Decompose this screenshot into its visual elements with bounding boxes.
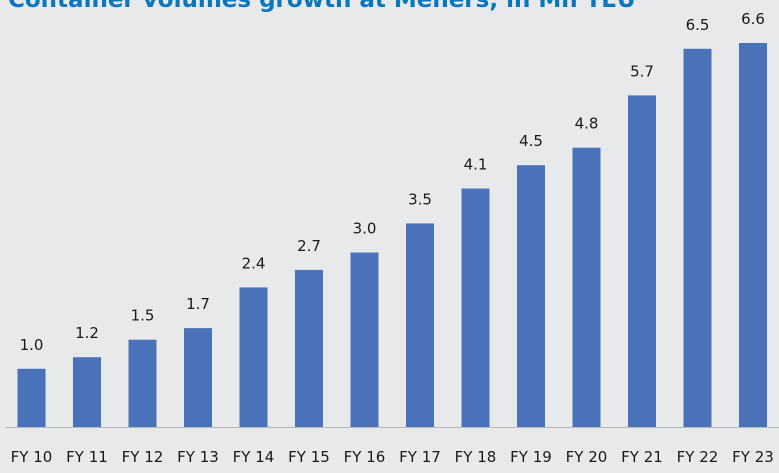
category-label: FY 21 (621, 448, 663, 466)
bar-fy-12 (128, 339, 157, 427)
value-label: 6.5 (686, 16, 710, 34)
category-label: FY 13 (177, 448, 219, 466)
value-label: 2.4 (242, 254, 266, 272)
bar-fy-19 (517, 165, 545, 427)
value-label: 1.2 (75, 324, 99, 342)
value-label: 5.7 (630, 62, 654, 80)
value-label: 4.5 (519, 132, 543, 150)
bar-fy-23 (739, 43, 767, 427)
value-label: 1.5 (131, 307, 155, 325)
category-label: FY 11 (66, 448, 108, 466)
category-label: FY 18 (455, 448, 497, 466)
bar-fy-22 (683, 48, 712, 428)
bars-group (17, 43, 767, 428)
category-label: FY 10 (11, 448, 53, 466)
value-label: 3.5 (408, 190, 432, 208)
bar-fy-13 (184, 328, 212, 427)
value-label: 6.6 (741, 10, 765, 28)
bar-fy-15 (295, 269, 323, 427)
category-label: FY 20 (566, 448, 608, 466)
bar-fy-10 (17, 368, 46, 427)
category-label: FY 19 (510, 448, 552, 466)
category-label: FY 12 (122, 448, 164, 466)
bar-fy-14 (239, 287, 268, 427)
category-label: FY 15 (288, 448, 330, 466)
value-label: 2.7 (297, 237, 321, 255)
chart-title: Container volumes growth at Mehers, in M… (8, 0, 636, 13)
bar-fy-11 (73, 357, 101, 427)
value-label: 4.8 (575, 115, 599, 133)
bar-fy-16 (350, 252, 379, 427)
category-label: FY 16 (344, 448, 386, 466)
bar-fy-20 (572, 147, 601, 427)
value-label: 1.0 (20, 336, 44, 354)
category-label: FY 23 (732, 448, 774, 466)
value-labels-group: 1.0 1.2 1.5 1.7 2.4 2.7 3.0 3.5 4.1 4.5 4.8 5.7 6.5 6… (20, 10, 765, 354)
bar-fy-17 (406, 223, 434, 427)
value-label: 4.1 (464, 156, 488, 174)
category-label: FY 17 (399, 448, 441, 466)
category-label: FY 22 (677, 448, 719, 466)
category-labels-group: FY 10 FY 11 FY 12 FY 13 FY 14 FY 15 FY 16 FY 17… (11, 448, 774, 466)
value-label: 3.0 (353, 220, 377, 238)
bar-fy-21 (628, 95, 656, 428)
category-label: FY 14 (233, 448, 275, 466)
value-label: 1.7 (186, 295, 210, 313)
bar-fy-18 (461, 188, 490, 427)
